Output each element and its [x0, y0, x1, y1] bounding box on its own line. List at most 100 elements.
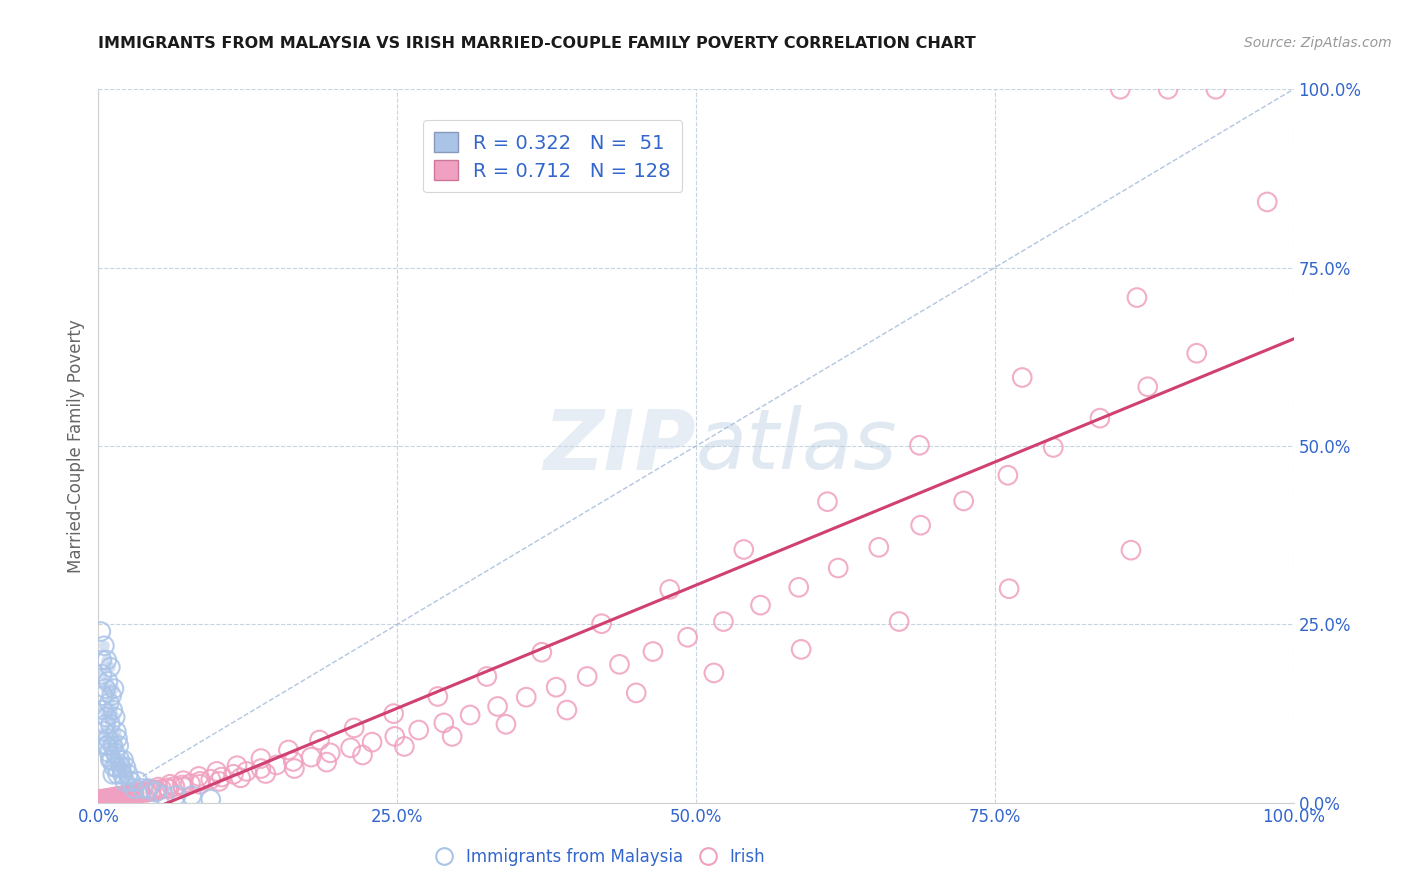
Point [101, 703, 124, 717]
Point [103, 792, 125, 806]
Point [733, 542, 755, 557]
Point [98, 746, 121, 760]
Y-axis label: Married-Couple Family Poverty: Married-Couple Family Poverty [66, 319, 84, 573]
Point [433, 715, 456, 730]
Point [609, 657, 631, 672]
Text: atlas: atlas [696, 406, 897, 486]
Point [576, 669, 599, 683]
Point [139, 784, 162, 798]
Point [112, 753, 135, 767]
Point [120, 774, 142, 789]
Point [91, 794, 114, 808]
Point [98, 791, 122, 805]
Point [93, 792, 115, 806]
Point [94, 717, 117, 731]
Point [122, 786, 145, 800]
Point [107, 731, 129, 746]
Point [105, 790, 128, 805]
Point [97, 674, 120, 689]
Point [172, 778, 194, 792]
Point [641, 644, 664, 658]
Point [103, 681, 125, 696]
Point [124, 781, 146, 796]
Point [110, 790, 132, 805]
Point [624, 686, 647, 700]
Point [889, 615, 911, 629]
Point [110, 789, 132, 804]
Point [308, 733, 330, 747]
Point [101, 739, 124, 753]
Point [115, 760, 138, 774]
Point [96, 793, 118, 807]
Point [105, 724, 128, 739]
Point [105, 760, 128, 774]
Point [96, 653, 118, 667]
Point [101, 792, 124, 806]
Point [138, 782, 160, 797]
Point [107, 789, 129, 804]
Point [98, 793, 121, 807]
Point [101, 703, 124, 717]
Point [103, 681, 125, 696]
Point [98, 696, 121, 710]
Point [150, 782, 173, 797]
Point [384, 730, 406, 744]
Point [188, 774, 211, 789]
Point [591, 616, 613, 631]
Point [277, 743, 299, 757]
Legend: Immigrants from Malaysia, Irish: Immigrants from Malaysia, Irish [429, 842, 772, 873]
Point [226, 758, 249, 772]
Point [93, 724, 115, 739]
Point [100, 753, 122, 767]
Point [135, 785, 157, 799]
Point [91, 703, 114, 717]
Point [94, 681, 117, 696]
Point [315, 755, 337, 769]
Point [105, 724, 128, 739]
Point [749, 598, 772, 612]
Text: IMMIGRANTS FROM MALAYSIA VS IRISH MARRIED-COUPLE FAMILY POVERTY CORRELATION CHAR: IMMIGRANTS FROM MALAYSIA VS IRISH MARRIE… [98, 36, 976, 51]
Point [91, 793, 114, 807]
Point [97, 739, 120, 753]
Point [98, 753, 122, 767]
Point [98, 696, 121, 710]
Point [101, 791, 124, 805]
Point [91, 792, 114, 806]
Point [172, 780, 194, 794]
Point [111, 790, 134, 805]
Point [115, 760, 138, 774]
Point [120, 774, 142, 789]
Point [157, 782, 180, 797]
Point [107, 767, 129, 781]
Point [104, 710, 127, 724]
Point [128, 787, 150, 801]
Point [250, 751, 273, 765]
Point [1088, 411, 1111, 425]
Point [180, 789, 202, 803]
Point [93, 639, 115, 653]
Point [97, 793, 120, 807]
Point [868, 541, 890, 555]
Point [112, 753, 135, 767]
Point [408, 723, 430, 737]
Point [127, 774, 149, 789]
Point [91, 793, 114, 807]
Point [530, 645, 553, 659]
Point [98, 790, 122, 805]
Point [97, 731, 120, 746]
Point [426, 690, 449, 704]
Point [97, 674, 120, 689]
Point [94, 681, 117, 696]
Point [339, 740, 361, 755]
Point [117, 767, 139, 781]
Point [136, 785, 159, 799]
Point [98, 746, 121, 760]
Point [266, 758, 288, 772]
Point [114, 789, 136, 804]
Point [250, 762, 273, 776]
Point [94, 739, 117, 753]
Point [146, 783, 169, 797]
Point [117, 767, 139, 781]
Point [145, 785, 167, 799]
Point [101, 767, 124, 781]
